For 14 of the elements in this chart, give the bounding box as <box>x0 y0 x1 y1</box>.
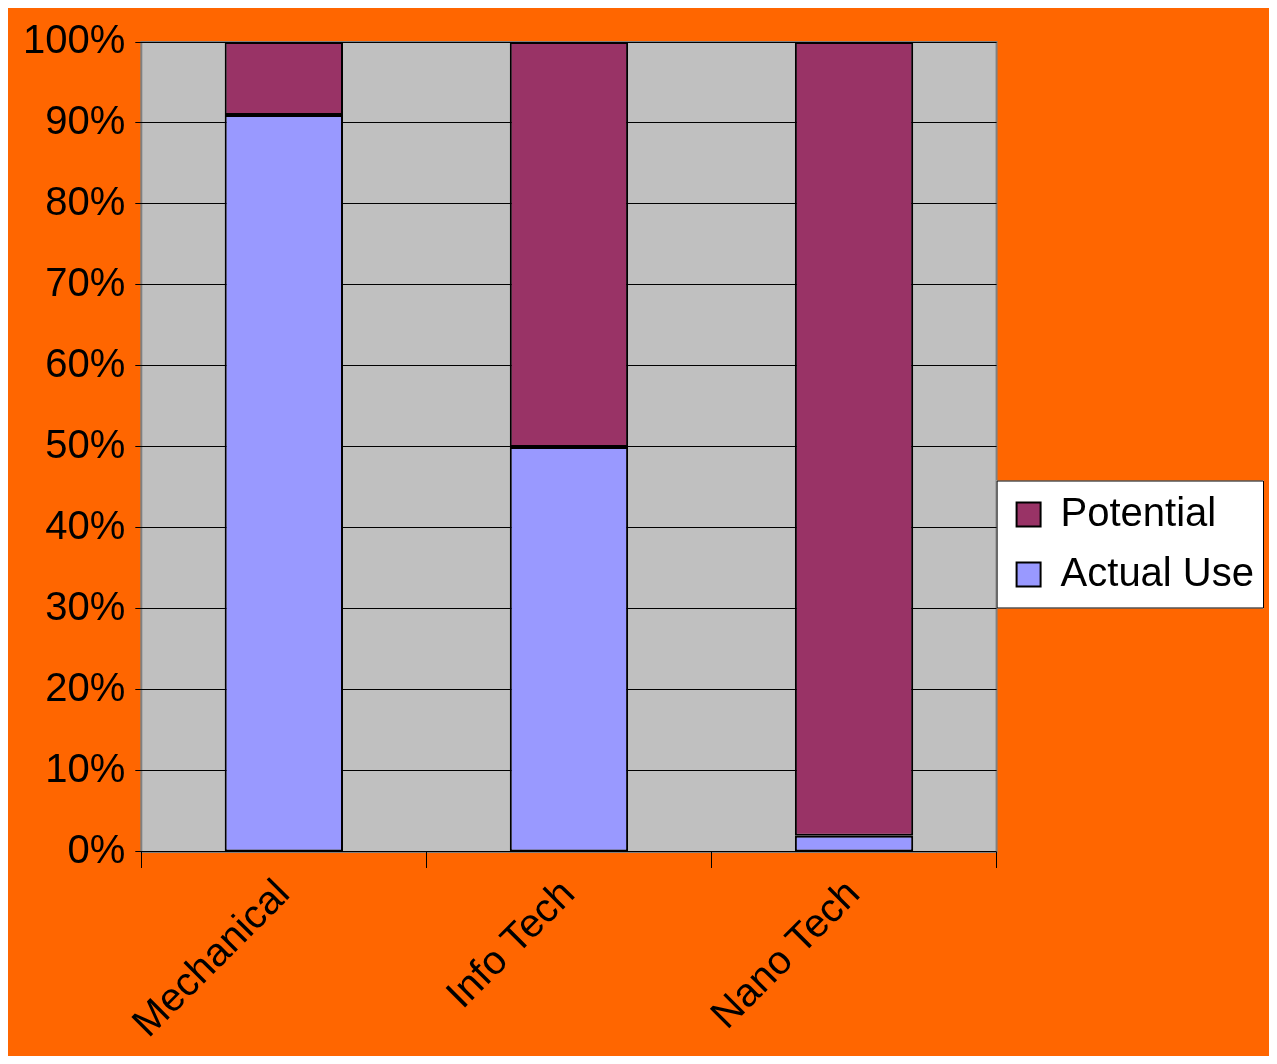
y-tick-label: 0% <box>67 827 126 872</box>
y-tick-label: 100% <box>22 17 126 62</box>
y-tick-label: 90% <box>45 98 126 143</box>
y-tick-label: 50% <box>45 422 126 467</box>
x-tick-label: Info Tech <box>437 870 583 1016</box>
legend-label: Potential <box>1060 489 1217 534</box>
y-tick-label: 20% <box>45 665 126 710</box>
y-tick-label: 10% <box>45 746 126 791</box>
y-tick-label: 30% <box>45 584 126 629</box>
y-tick-label: 60% <box>45 341 126 386</box>
y-tick-label: 70% <box>45 260 126 305</box>
y-tick-label: 80% <box>45 179 126 224</box>
y-tick-label: 40% <box>45 503 126 548</box>
legend-label: Actual Use <box>1060 549 1254 594</box>
